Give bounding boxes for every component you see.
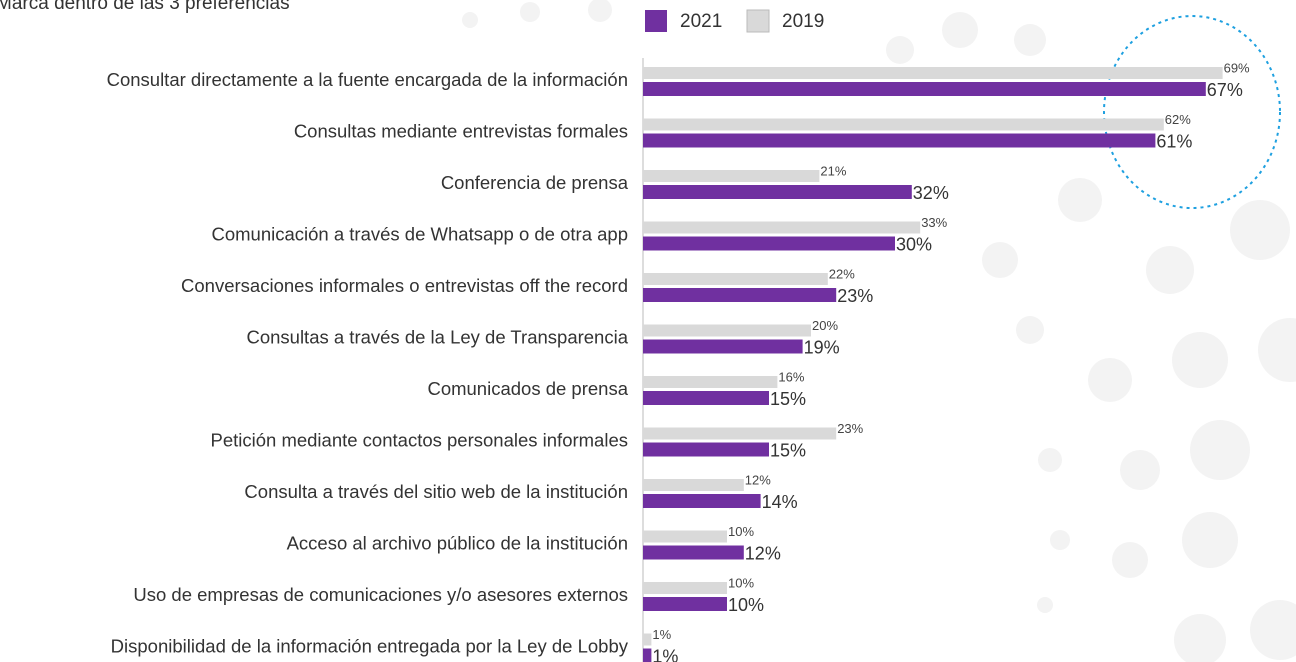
bar (643, 376, 778, 388)
value-label: 61% (1156, 131, 1192, 151)
value-label: 12% (745, 543, 781, 563)
value-label: 12% (745, 472, 771, 487)
value-label: 10% (728, 575, 754, 590)
value-label: 15% (770, 389, 806, 409)
bar (643, 633, 652, 646)
category-label: Uso de empresas de comunicaciones y/o as… (133, 584, 628, 605)
bar (643, 530, 727, 543)
value-label: 67% (1207, 80, 1243, 100)
bar (643, 221, 921, 234)
legend-label: 2019 (782, 11, 824, 32)
legend-label: 2021 (680, 11, 722, 32)
bar (643, 648, 652, 662)
bar (643, 391, 769, 405)
category-label: Comunicación a través de Whatsapp o de o… (212, 223, 629, 244)
value-label: 30% (896, 234, 932, 254)
highlight-circle (1103, 15, 1281, 209)
value-label: 23% (837, 286, 873, 306)
bar (643, 118, 1164, 131)
bar (643, 236, 895, 251)
bar (643, 273, 828, 285)
bar (643, 597, 727, 611)
value-label: 14% (762, 492, 798, 512)
value-label: 33% (921, 215, 947, 230)
value-label: 69% (1224, 60, 1250, 75)
category-label: Consultas mediante entrevistas formales (294, 120, 628, 141)
bar (643, 494, 761, 508)
legend-swatch (746, 9, 770, 33)
value-label: 21% (820, 163, 846, 178)
bar (643, 133, 1156, 148)
subtitle: Marca dentro de las 3 preferencias (0, 0, 290, 14)
value-label: 20% (812, 318, 838, 333)
value-label: 1% (652, 646, 678, 662)
bar (643, 545, 744, 560)
category-label: Comunicados de prensa (427, 378, 628, 399)
background-dots (462, 0, 1296, 662)
category-label: Acceso al archivo público de la instituc… (287, 532, 628, 553)
category-label: Disponibilidad de la información entrega… (111, 635, 629, 656)
value-label: 1% (652, 627, 671, 642)
bar (643, 479, 744, 491)
value-label: 23% (837, 421, 863, 436)
bar (643, 442, 769, 457)
bar (643, 427, 837, 440)
category-label: Consultar directamente a la fuente encar… (107, 69, 628, 90)
bar (643, 582, 727, 594)
bar (643, 82, 1206, 96)
value-label: 22% (829, 266, 855, 281)
bar (643, 339, 803, 354)
value-label: 16% (778, 369, 804, 384)
category-label: Petición mediante contactos personales i… (210, 429, 628, 450)
category-label: Consultas a través de la Ley de Transpar… (246, 326, 628, 347)
bar (643, 170, 820, 182)
value-label: 10% (728, 595, 764, 615)
category-label: Conversaciones informales o entrevistas … (181, 275, 628, 296)
category-label: Conferencia de prensa (441, 172, 629, 193)
value-label: 62% (1165, 112, 1191, 127)
bar (643, 288, 837, 302)
value-label: 19% (804, 337, 840, 357)
value-label: 32% (913, 183, 949, 203)
bar (643, 185, 912, 199)
value-label: 15% (770, 440, 806, 460)
category-label: Consulta a través del sitio web de la in… (244, 481, 628, 502)
bar (643, 324, 811, 337)
legend-swatch (645, 10, 667, 32)
value-label: 10% (728, 524, 754, 539)
bar (643, 67, 1223, 79)
